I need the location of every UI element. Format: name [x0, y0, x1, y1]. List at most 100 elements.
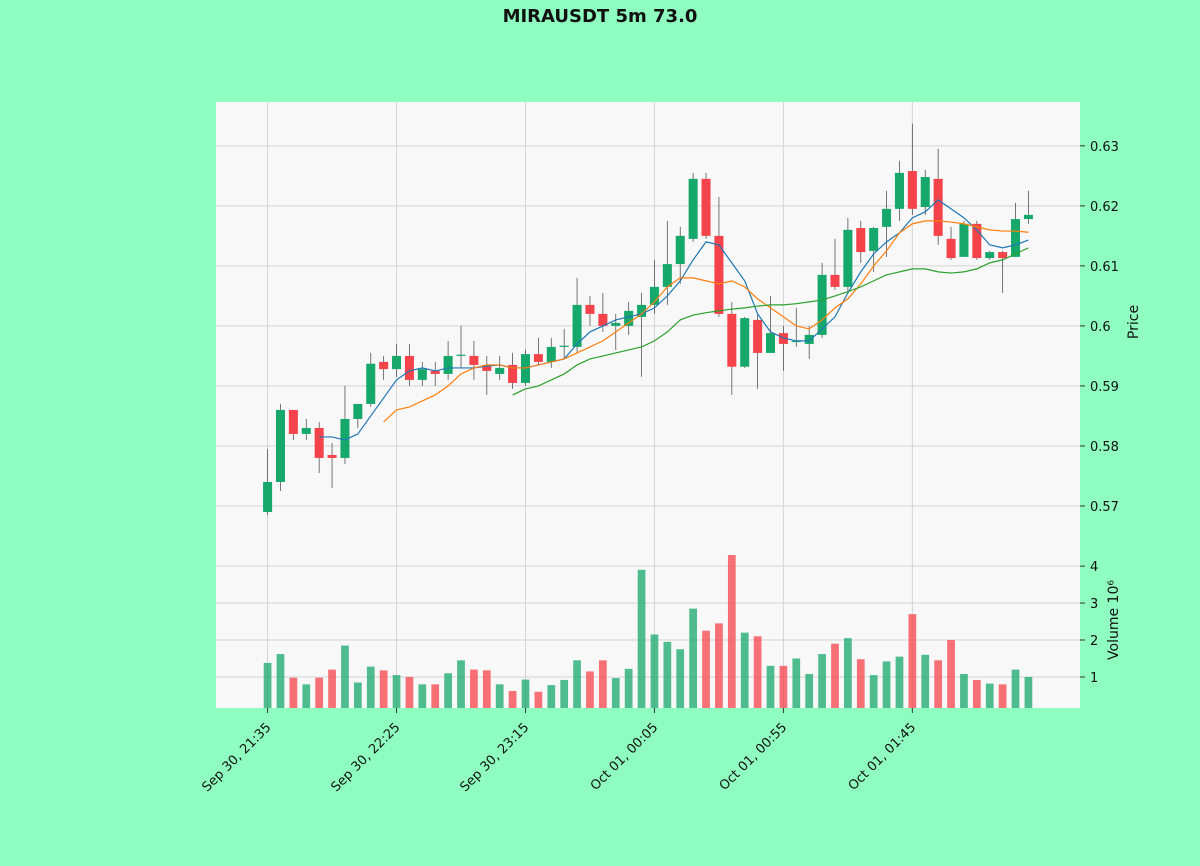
candle-body [533, 354, 543, 362]
candle-body [1023, 214, 1033, 220]
volume-bar [1011, 669, 1020, 708]
candle-body [404, 355, 414, 380]
volume-bar [960, 674, 968, 708]
candle-body [598, 313, 608, 326]
volume-bar [921, 654, 930, 708]
candle-body [624, 310, 634, 326]
volume-bar [263, 662, 272, 708]
volume-bar [366, 666, 375, 708]
candle-body [611, 322, 621, 326]
volume-bar [934, 660, 943, 708]
candle-body [301, 427, 311, 434]
candle-body [314, 427, 324, 458]
volume-bar [947, 640, 955, 708]
volume-bar [586, 671, 594, 708]
volume-bar [702, 630, 710, 708]
candle-body [985, 252, 995, 259]
candle-body [469, 355, 479, 365]
candle-body [572, 304, 582, 347]
volume-bar [457, 660, 465, 708]
volume-bar [289, 677, 298, 708]
volume-tick-label: 3 [1090, 597, 1098, 612]
volume-bar [315, 677, 324, 708]
volume-bar [302, 684, 311, 708]
candle-body [817, 274, 827, 335]
volume-bar [431, 684, 440, 708]
y-tick-label: 0.63 [1090, 140, 1119, 155]
candle-body [366, 363, 376, 404]
volume-axis-label: Volume 10⁶ [1106, 580, 1122, 660]
volume-bar [341, 645, 349, 708]
volume-bar [392, 675, 401, 708]
volume-bar [379, 670, 388, 708]
candle-body [701, 178, 711, 236]
y-tick-label: 0.58 [1090, 440, 1119, 455]
candle-body [417, 369, 427, 380]
volume-bar [508, 691, 517, 708]
candle-body [508, 364, 518, 383]
volume-bar [470, 669, 478, 708]
volume-bar [972, 679, 981, 708]
volume-bar [418, 684, 427, 708]
candle-body [430, 370, 440, 374]
volume-bar [753, 636, 762, 708]
volume-bar [276, 654, 285, 708]
candle-body [765, 333, 776, 353]
volume-bar [766, 665, 775, 708]
candle-body [585, 304, 595, 314]
volume-tick-label: 4 [1090, 560, 1098, 575]
candle-body [327, 454, 337, 458]
candle-body [546, 346, 556, 362]
candle-body [637, 304, 647, 317]
volume-bar [689, 608, 698, 708]
volume-bar [598, 660, 607, 708]
candle-body [856, 228, 866, 253]
chart-title: MIRAUSDT 5m 73.0 [503, 6, 698, 27]
candle-body [907, 171, 917, 209]
candle-body [482, 364, 492, 371]
candle-body [456, 354, 466, 356]
volume-bar [560, 679, 569, 708]
volume-bar [831, 643, 839, 708]
candle-body [1011, 219, 1021, 257]
volume-bar [495, 684, 504, 708]
volume-bar [792, 658, 801, 708]
candle-body [288, 409, 298, 434]
candle-body [263, 481, 273, 512]
volume-bar [740, 632, 749, 708]
volume-bar [985, 683, 994, 708]
volume-bar [676, 649, 685, 708]
moving-average [512, 247, 1029, 396]
candle-body [843, 229, 853, 287]
volume-bar [663, 641, 672, 708]
candle-body [392, 355, 402, 370]
y-tick-label: 0.6 [1090, 320, 1111, 335]
candle-body [998, 252, 1008, 259]
candle-body [882, 208, 892, 227]
candle-body [443, 355, 453, 374]
candle-body [714, 235, 724, 314]
candle-body [495, 367, 505, 374]
candle-body [662, 264, 672, 287]
candle-body [727, 313, 737, 367]
volume-bar [624, 668, 633, 708]
y-tick-label: 0.62 [1090, 200, 1119, 215]
volume-bar [727, 555, 736, 708]
y-tick-label: 0.61 [1090, 260, 1119, 275]
candle-body [688, 178, 698, 239]
candle-body [972, 223, 982, 259]
volume-bar [844, 638, 852, 708]
volume-tick-label: 1 [1090, 671, 1098, 686]
candle-body [520, 354, 531, 383]
volume-bar [869, 675, 878, 708]
y-tick-label: 0.59 [1090, 380, 1119, 395]
candle-body [753, 319, 763, 353]
volume-bar [405, 676, 414, 708]
plot-area [216, 102, 1080, 708]
candle-body [804, 334, 814, 344]
volume-bar [328, 669, 336, 708]
candle-body [675, 235, 685, 265]
volume-bar [895, 656, 904, 708]
volume-bar [650, 634, 659, 708]
y-axis-label: Price [1126, 305, 1142, 339]
